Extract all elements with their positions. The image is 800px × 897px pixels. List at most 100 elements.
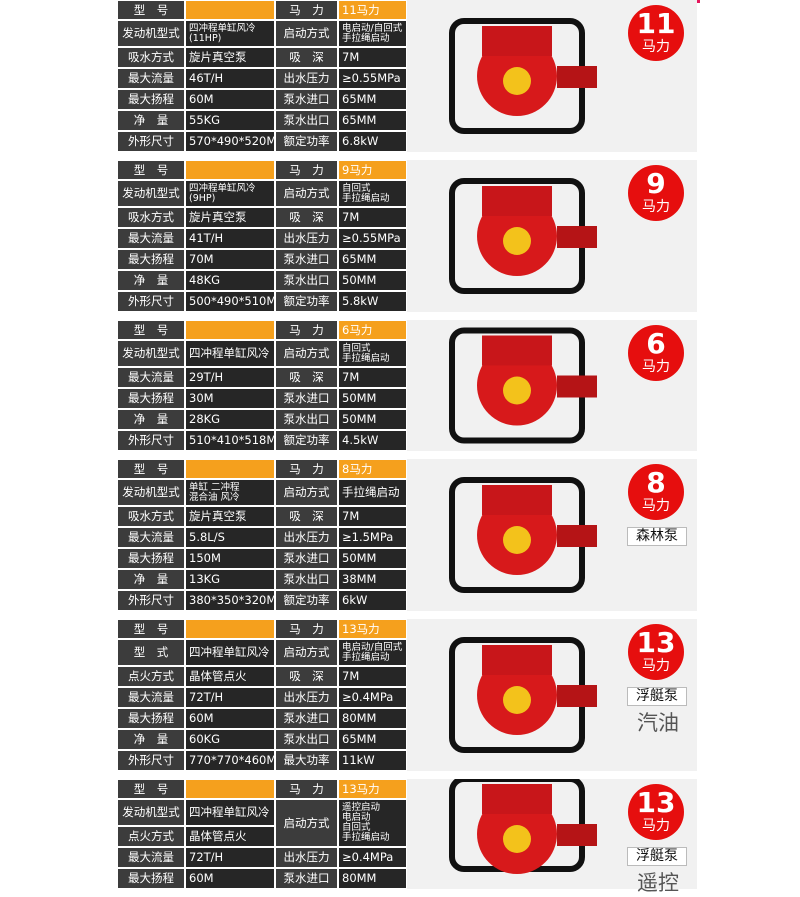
spec-value: 自回式 手拉绳启动 (338, 180, 407, 207)
spec-value: 70M (185, 249, 275, 270)
spec-label: 泵水进口 (275, 388, 338, 409)
spec-value: 电启动/自回式 手拉绳启动 (338, 639, 407, 666)
pump-illustration (449, 178, 597, 294)
spec-label: 型 号 (117, 160, 185, 180)
spec-label: 泵水出口 (275, 569, 338, 590)
spec-label: 外形尺寸 (117, 590, 185, 611)
spec-value: 遥控启动 电启动 自回式 手拉绳启动 (338, 799, 407, 847)
spec-label: 出水压力 (275, 527, 338, 548)
spec-value: 50MM (338, 270, 407, 291)
hp-number: 13 (636, 786, 676, 819)
spec-label: 泵水进口 (275, 868, 338, 889)
spec-label: 最大流量 (117, 527, 185, 548)
spec-label: 最大流量 (117, 228, 185, 249)
spec-value: 单缸 二冲程 混合油 风冷 (185, 479, 275, 506)
spec-value: 50MM (338, 388, 407, 409)
spec-value: 13马力 (338, 779, 407, 799)
spec-value: 7M (338, 207, 407, 228)
spec-value: 7M (338, 506, 407, 527)
spec-value: 48KG (185, 270, 275, 291)
pump-illustration (449, 477, 597, 593)
spec-label: 外形尺寸 (117, 750, 185, 771)
spec-value: 5.8L/S (185, 527, 275, 548)
spec-label: 泵水出口 (275, 729, 338, 750)
spec-value: 72T/H (185, 847, 275, 868)
spec-label: 马 力 (275, 779, 338, 799)
spec-label: 净 量 (117, 569, 185, 590)
spec-label: 泵水出口 (275, 270, 338, 291)
spec-value: 60M (185, 708, 275, 729)
spec-value: 65MM (338, 249, 407, 270)
spec-label: 外形尺寸 (117, 131, 185, 152)
spec-value: 570*490*520MM (185, 131, 275, 152)
spec-label: 外形尺寸 (117, 430, 185, 451)
hp-badge: 11 马力 (628, 5, 684, 61)
spec-value: ≥0.4MPa (338, 847, 407, 868)
spec-label: 最大扬程 (117, 89, 185, 110)
spec-value: 旋片真空泵 (185, 47, 275, 68)
spec-label: 马 力 (275, 619, 338, 639)
spec-label: 吸 深 (275, 47, 338, 68)
spec-label: 马 力 (275, 160, 338, 180)
hp-unit: 马力 (642, 359, 670, 375)
spec-value (185, 160, 275, 180)
spec-value: 自回式 手拉绳启动 (338, 340, 407, 367)
hp-number: 8 (646, 466, 666, 499)
spec-value: 46T/H (185, 68, 275, 89)
spec-label: 最大扬程 (117, 388, 185, 409)
spec-label: 最大流量 (117, 687, 185, 708)
hp-badge: 6 马力 (628, 325, 684, 381)
spec-label: 泵水出口 (275, 110, 338, 131)
spec-value: 30M (185, 388, 275, 409)
hp-badge: 9 马力 (628, 165, 684, 221)
spec-value: 60KG (185, 729, 275, 750)
spec-label: 出水压力 (275, 687, 338, 708)
hp-number: 6 (646, 327, 666, 360)
spec-label: 泵水进口 (275, 249, 338, 270)
hp-unit: 马力 (642, 199, 670, 215)
spec-label: 泵水进口 (275, 548, 338, 569)
spec-value: 38MM (338, 569, 407, 590)
hp-unit: 马力 (642, 658, 670, 674)
spec-label: 马 力 (275, 459, 338, 479)
spec-label: 泵水出口 (275, 409, 338, 430)
spec-label: 净 量 (117, 729, 185, 750)
spec-label: 泵水进口 (275, 89, 338, 110)
spec-value: 旋片真空泵 (185, 506, 275, 527)
spec-label: 出水压力 (275, 68, 338, 89)
pump-illustration (449, 327, 597, 444)
spec-value (185, 320, 275, 340)
type-tag: 浮艇泵 (627, 687, 687, 706)
pump-illustration (449, 779, 597, 874)
spec-label: 型 号 (117, 320, 185, 340)
hp-number: 9 (646, 167, 666, 200)
hp-number: 11 (636, 7, 676, 40)
spec-value: 11kW (338, 750, 407, 771)
spec-label: 型 号 (117, 779, 185, 799)
spec-label: 启动方式 (275, 20, 338, 47)
spec-value: 13马力 (338, 619, 407, 639)
type-tag: 森林泵 (627, 527, 687, 546)
spec-label: 启动方式 (275, 180, 338, 207)
spec-label: 出水压力 (275, 228, 338, 249)
spec-label: 额定功率 (275, 291, 338, 312)
spec-value: 500*490*510MM (185, 291, 275, 312)
spec-value (185, 0, 275, 20)
spec-label: 额定功率 (275, 590, 338, 611)
spec-value: 四冲程单缸风冷 (185, 799, 275, 826)
spec-value: 7M (338, 666, 407, 687)
spec-value: 7M (338, 367, 407, 388)
spec-value (185, 779, 275, 799)
spec-label: 净 量 (117, 270, 185, 291)
spec-label: 型 号 (117, 459, 185, 479)
hp-badge: 8 马力 (628, 464, 684, 520)
hp-unit: 马力 (642, 39, 670, 55)
spec-value: 手拉绳启动 (338, 479, 407, 506)
spec-value: 4.5kW (338, 430, 407, 451)
spec-value: 5.8kW (338, 291, 407, 312)
spec-label: 发动机型式 (117, 340, 185, 367)
spec-value: 8马力 (338, 459, 407, 479)
spec-label: 吸水方式 (117, 47, 185, 68)
spec-value: ≥0.4MPa (338, 687, 407, 708)
